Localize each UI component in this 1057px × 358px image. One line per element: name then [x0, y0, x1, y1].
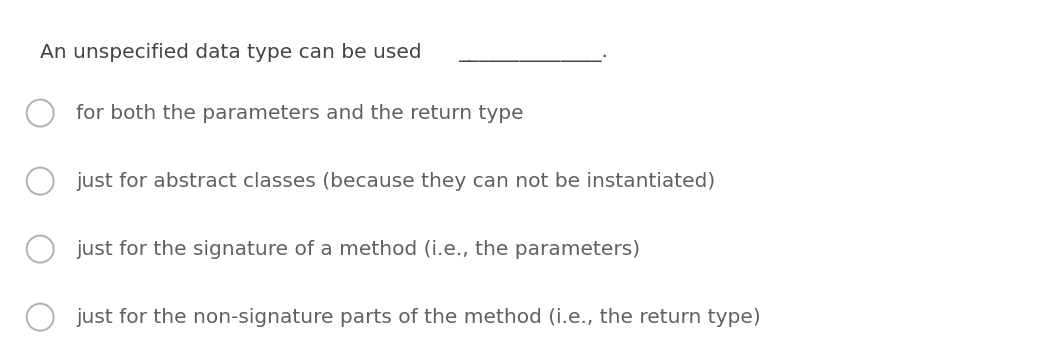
Text: just for abstract classes (because they can not be instantiated): just for abstract classes (because they … [76, 171, 716, 190]
Text: An unspecified data type can be used: An unspecified data type can be used [40, 43, 428, 62]
Text: ______________.: ______________. [458, 43, 608, 62]
Text: just for the signature of a method (i.e., the parameters): just for the signature of a method (i.e.… [76, 240, 641, 258]
Text: just for the non-signature parts of the method (i.e., the return type): just for the non-signature parts of the … [76, 308, 761, 326]
Text: for both the parameters and the return type: for both the parameters and the return t… [76, 103, 523, 122]
